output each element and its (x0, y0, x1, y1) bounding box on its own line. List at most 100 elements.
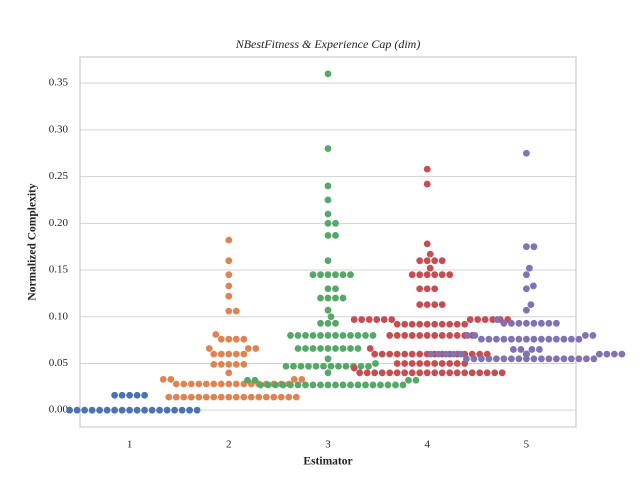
swarm-point (350, 364, 358, 372)
swarm-point (186, 406, 194, 414)
swarm-point (298, 375, 306, 383)
swarm-point (476, 369, 484, 377)
swarm-point (446, 369, 454, 377)
swarm-point (187, 380, 195, 388)
swarm-point (510, 346, 517, 353)
swarm-point (217, 360, 225, 368)
swarm-point (225, 393, 233, 401)
swarm-point (339, 294, 347, 302)
swarm-point (575, 335, 583, 343)
swarm-point (165, 393, 173, 401)
swarm-point (438, 257, 446, 265)
swarm-point (287, 381, 294, 389)
swarm-point (453, 332, 461, 339)
swarm-point (611, 350, 618, 358)
swarm-point (416, 285, 424, 293)
swarm-point (530, 243, 538, 251)
swarm-point (378, 350, 386, 358)
swarm-point (589, 332, 597, 339)
swarm-point (66, 406, 73, 414)
swarm-point (225, 307, 233, 315)
swarm-point (446, 271, 454, 279)
swarm-point (423, 285, 431, 293)
swarm-point (530, 335, 538, 343)
swarm-point (354, 381, 362, 389)
swarm-point (335, 362, 342, 370)
swarm-point (339, 345, 347, 352)
swarm-point (232, 380, 240, 388)
swarm-point (527, 301, 535, 309)
swarm-point (277, 393, 285, 401)
swarm-point (365, 316, 373, 323)
swarm-point (575, 355, 583, 363)
swarm-point (332, 285, 339, 293)
swarm-point (474, 316, 482, 323)
swarm-point (103, 406, 111, 414)
swarm-point (210, 360, 218, 368)
swarm-point (327, 362, 335, 370)
swarm-point (423, 257, 431, 265)
swarm-point (466, 316, 474, 323)
swarm-point (225, 271, 233, 279)
swarm-point (324, 232, 332, 239)
swarm-point (317, 332, 324, 339)
swarm-point (332, 332, 339, 339)
swarm-point (446, 360, 454, 367)
swarm-point (240, 393, 248, 401)
swarm-point (523, 149, 530, 157)
swarm-point (530, 319, 538, 327)
swarm-point (225, 360, 233, 368)
swarm-point (255, 393, 263, 401)
swarm-point (431, 332, 439, 339)
swarm-point (523, 306, 530, 314)
swarm-point (528, 346, 536, 353)
swarm-point (324, 70, 332, 78)
swarm-point (357, 362, 365, 370)
swarm-point (416, 350, 424, 358)
swarm-point (523, 350, 530, 358)
swarm-point (408, 332, 416, 339)
swarm-point (225, 257, 233, 265)
swarm-point (401, 369, 409, 377)
swarm-point (392, 381, 399, 389)
swarm-point (366, 345, 374, 352)
swarm-point (416, 257, 424, 265)
swarm-point (523, 271, 530, 279)
swarm-point (463, 355, 470, 363)
swarm-point (302, 345, 309, 352)
swarm-point (302, 332, 309, 339)
swarm-point (342, 362, 350, 370)
swarm-point (568, 355, 575, 363)
swarm-point (270, 393, 278, 401)
swarm-point (461, 369, 469, 377)
swarm-point (217, 380, 225, 388)
swarm-point (560, 335, 568, 343)
swarm-point (317, 381, 324, 389)
swarm-point (363, 369, 371, 377)
swarm-point (264, 381, 272, 389)
swarm-point (498, 369, 506, 377)
swarm-point (485, 335, 493, 343)
swarm-point (545, 335, 553, 343)
swarm-point (148, 406, 156, 414)
swarm-point (324, 319, 332, 327)
chart-title: NBestFitness & Experience Cap (dim) (235, 37, 421, 51)
swarm-point (324, 257, 332, 265)
swarm-point (210, 380, 218, 388)
swarm-point (560, 355, 568, 363)
swarm-point (435, 350, 442, 358)
swarm-point (324, 210, 332, 218)
swarm-point (244, 376, 251, 384)
swarm-point (523, 355, 530, 363)
y-tick-label: 0.20 (49, 217, 69, 229)
swarm-point (590, 355, 598, 363)
swarm-point (347, 271, 354, 279)
swarm-point (470, 355, 478, 363)
swarm-point (118, 406, 126, 414)
swarm-point (347, 332, 354, 339)
swarm-point (431, 301, 439, 309)
swarm-point (195, 393, 203, 401)
swarm-point (493, 355, 500, 363)
swarm-point (159, 375, 167, 383)
swarm-point (202, 393, 210, 401)
